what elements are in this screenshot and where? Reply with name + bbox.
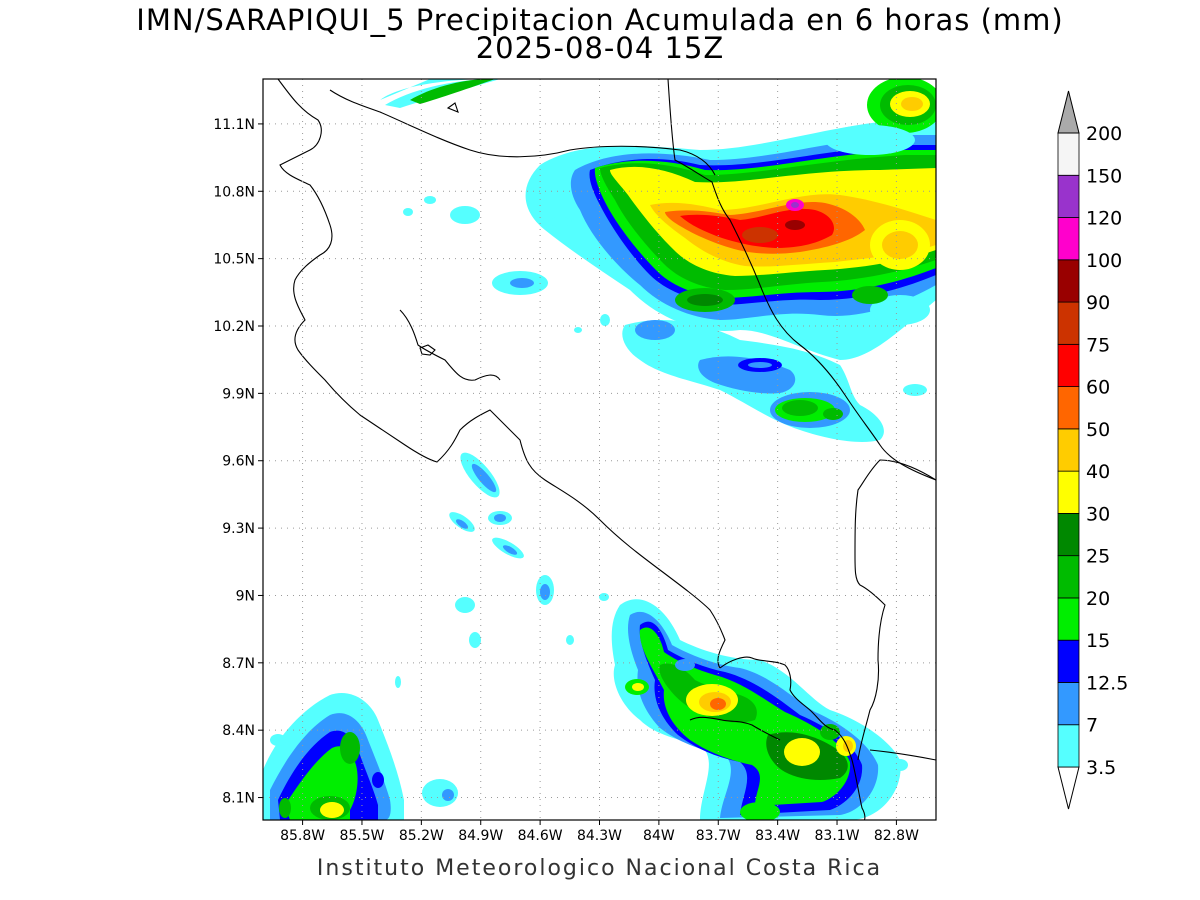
map-datetime: 2025-08-04 15Z bbox=[475, 31, 725, 65]
nicoya-gulf bbox=[399, 309, 501, 381]
colorbar-swatch bbox=[1057, 597, 1080, 641]
colorbar-label: 200 bbox=[1086, 123, 1122, 145]
colorbar-label: 12.5 bbox=[1086, 672, 1128, 694]
colorbar-label: 60 bbox=[1086, 377, 1110, 399]
colorbar-label: 50 bbox=[1086, 419, 1110, 441]
colorbar-label: 7 bbox=[1086, 715, 1098, 737]
lat-tick-label: 10.2N bbox=[213, 319, 255, 335]
colorbar-label: 75 bbox=[1086, 334, 1110, 356]
lon-tick-label: 85.8W bbox=[280, 828, 325, 844]
colorbar-label: 25 bbox=[1086, 546, 1110, 568]
lon-tick-label: 83.7W bbox=[696, 828, 741, 844]
lon-tick-label: 82.8W bbox=[874, 828, 919, 844]
colorbar-swatch bbox=[1057, 343, 1080, 388]
lon-tick-label: 84.6W bbox=[518, 828, 563, 844]
coast-se bbox=[869, 749, 936, 761]
colorbar-label: 40 bbox=[1086, 461, 1110, 483]
colorbar-swatch bbox=[1057, 428, 1080, 472]
colorbar-legend: 3.5 7 12.5 15 20 25 30 40 50 60 75 90 100 120 150 200 bbox=[1057, 90, 1128, 810]
lat-tick-label: 8.4N bbox=[222, 723, 255, 739]
precip-streaks-pacific bbox=[395, 452, 609, 688]
colorbar-label: 15 bbox=[1086, 630, 1110, 652]
lon-tick-label: 85.2W bbox=[399, 828, 444, 844]
nicaragua-border bbox=[329, 89, 716, 176]
lon-tick-label: 83.1W bbox=[815, 828, 860, 844]
lon-tick-label: 85.5W bbox=[339, 828, 384, 844]
pacific-coast-south bbox=[719, 656, 866, 820]
panama-border bbox=[854, 459, 936, 761]
colorbar-swatch bbox=[1057, 682, 1080, 726]
lon-tick-label: 84.3W bbox=[577, 828, 622, 844]
colorbar-label: 120 bbox=[1086, 208, 1122, 230]
colorbar-under-triangle bbox=[1057, 766, 1080, 810]
caribbean-coast bbox=[667, 79, 936, 481]
colorbar-label: 20 bbox=[1086, 588, 1110, 610]
lat-tick-label: 9.9N bbox=[222, 386, 255, 402]
lat-lon-grid bbox=[263, 79, 936, 820]
colorbar-label: 30 bbox=[1086, 503, 1110, 525]
precipitation-field bbox=[263, 79, 936, 820]
colorbar-swatch bbox=[1057, 724, 1080, 768]
lat-tick-label: 8.1N bbox=[222, 791, 255, 807]
colorbar-swatch bbox=[1057, 555, 1080, 599]
colorbar-over-triangle bbox=[1057, 90, 1080, 134]
lon-tick-label: 84.9W bbox=[458, 828, 503, 844]
osa-peninsula bbox=[689, 716, 781, 741]
colorbar-swatch bbox=[1057, 513, 1080, 557]
colorbar-swatch bbox=[1057, 132, 1080, 176]
island-north bbox=[446, 102, 459, 113]
colorbar-swatch bbox=[1057, 217, 1080, 261]
colorbar-swatch bbox=[1057, 470, 1080, 514]
lon-tick-label: 84W bbox=[643, 828, 675, 844]
colorbar-label: 100 bbox=[1086, 250, 1122, 272]
lat-tick-label: 10.5N bbox=[213, 252, 255, 268]
lat-tick-label: 11.1N bbox=[213, 117, 255, 133]
lon-tick-label: 83.4W bbox=[755, 828, 800, 844]
colorbar-label: 90 bbox=[1086, 292, 1110, 314]
precip-cluster-southwest bbox=[263, 692, 458, 820]
lon-tick-labels: 85.8W 85.5W 85.2W 84.9W 84.6W 84.3W 84W 83.7W 83… bbox=[280, 820, 919, 844]
colorbar-label: 150 bbox=[1086, 165, 1122, 187]
colorbar-swatch bbox=[1057, 259, 1080, 303]
colorbar-swatch bbox=[1057, 386, 1080, 430]
colorbar-swatch bbox=[1057, 639, 1080, 683]
lat-tick-label: 9.3N bbox=[222, 521, 255, 537]
colorbar-label: 3.5 bbox=[1086, 757, 1116, 779]
colorbar-swatch bbox=[1057, 174, 1080, 218]
island-nicoya bbox=[419, 344, 436, 356]
map-title: IMN/SARAPIQUI_5 Precipitacion Acumulada … bbox=[136, 3, 1064, 37]
lat-tick-label: 8.7N bbox=[222, 656, 255, 672]
precip-cluster-southeast bbox=[611, 599, 908, 820]
lat-tick-labels: 8.1N 8.4N 8.7N 9N 9.3N 9.6N 9.9N 10.2N 10.5N 10.8… bbox=[213, 117, 263, 807]
lat-tick-label: 9N bbox=[236, 588, 255, 604]
colorbar-swatch bbox=[1057, 301, 1080, 345]
lat-tick-label: 9.6N bbox=[222, 454, 255, 470]
institution-credit: Instituto Meteorologico Nacional Costa R… bbox=[316, 856, 883, 881]
precip-band-north bbox=[380, 79, 936, 442]
lat-tick-label: 10.8N bbox=[213, 184, 255, 200]
